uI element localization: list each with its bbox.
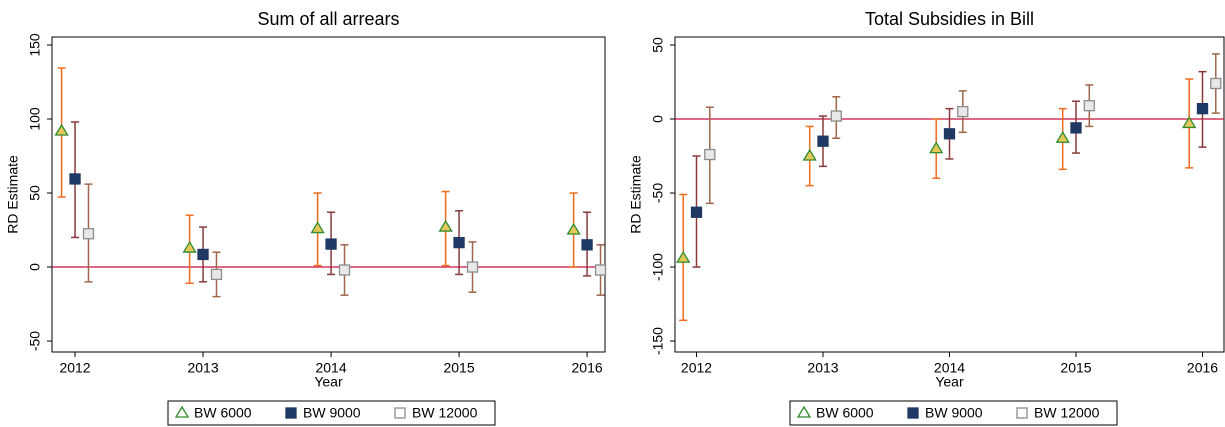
- marker: [325, 238, 337, 250]
- panel: Sum of all arrears RD Estimate Year -50 0 50 1…: [5, 9, 607, 426]
- marker: [210, 268, 223, 281]
- marker: [943, 128, 956, 140]
- legend-box: [167, 400, 496, 426]
- y-tick-label: 50: [27, 185, 43, 201]
- marker: [394, 407, 406, 419]
- x-tick-label: 2013: [187, 360, 218, 376]
- marker: [690, 206, 703, 218]
- marker: [817, 135, 829, 147]
- marker: [466, 261, 479, 273]
- marker: [581, 239, 593, 251]
- marker: [566, 222, 581, 235]
- legend-box: [789, 400, 1118, 426]
- y-tick-label: 150: [27, 33, 43, 57]
- marker: [174, 405, 190, 418]
- x-tick-label: 2012: [59, 360, 90, 376]
- x-axis-label: Year: [935, 374, 964, 390]
- x-tick-label: 2014: [934, 360, 965, 376]
- y-tick-label: -50: [27, 331, 43, 351]
- x-tick-label: 2013: [807, 360, 838, 376]
- marker: [802, 148, 817, 161]
- legend-label: BW 9000: [303, 405, 361, 421]
- marker: [1182, 116, 1197, 129]
- y-tick-label: -50: [650, 183, 666, 203]
- marker: [704, 148, 716, 161]
- y-tick-label: 0: [650, 115, 666, 123]
- marker: [676, 250, 691, 263]
- y-tick-label: 50: [650, 37, 666, 53]
- marker: [830, 110, 842, 122]
- x-tick-label: 2016: [1187, 360, 1218, 376]
- marker: [54, 123, 69, 136]
- chart-title: Total Subsidies in Bill: [865, 9, 1034, 29]
- legend-label: BW 12000: [412, 405, 478, 421]
- marker: [1016, 407, 1028, 419]
- marker: [69, 173, 81, 185]
- legend-label: BW 9000: [925, 405, 983, 421]
- marker: [957, 105, 969, 118]
- marker: [594, 264, 607, 276]
- marker: [929, 141, 944, 154]
- chart-title: Sum of all arrears: [257, 9, 399, 29]
- y-tick-label: -100: [650, 253, 666, 281]
- marker: [197, 248, 209, 261]
- x-tick-label: 2015: [1060, 360, 1091, 376]
- y-tick-label: -150: [650, 327, 666, 355]
- legend-label: BW 12000: [1034, 405, 1100, 421]
- marker: [285, 407, 297, 419]
- y-axis-label: RD Estimate: [5, 155, 21, 234]
- y-tick-label: 100: [27, 107, 43, 131]
- marker: [1055, 130, 1070, 143]
- x-tick-label: 2016: [572, 360, 603, 376]
- marker: [1083, 100, 1095, 112]
- x-tick-label: 2014: [315, 360, 346, 376]
- y-tick-label: 0: [27, 263, 43, 271]
- x-tick-label: 2015: [443, 360, 474, 376]
- marker: [438, 219, 453, 232]
- plot-frame: [51, 36, 606, 353]
- marker: [907, 407, 919, 419]
- marker: [182, 240, 197, 253]
- marker: [1210, 77, 1222, 90]
- plot-frame: [674, 36, 1225, 353]
- marker: [82, 228, 95, 240]
- x-tick-label: 2012: [681, 360, 712, 376]
- marker: [453, 236, 465, 249]
- marker: [310, 221, 325, 234]
- legend-label: BW 6000: [194, 405, 252, 421]
- marker: [1196, 102, 1209, 115]
- y-axis-label: RD Estimate: [628, 155, 644, 234]
- marker: [1070, 122, 1082, 134]
- marker: [338, 264, 351, 276]
- marker: [796, 405, 812, 418]
- x-axis-label: Year: [314, 374, 343, 390]
- legend-label: BW 6000: [816, 405, 874, 421]
- panel: Total Subsidies in Bill RD Estimate Year -1…: [628, 9, 1225, 426]
